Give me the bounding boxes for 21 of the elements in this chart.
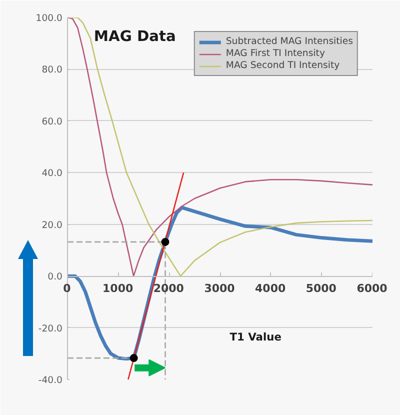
- legend-label: MAG First TI Intensity: [226, 48, 325, 59]
- y-tick-label: 80.0: [42, 64, 63, 76]
- y-tick-label: -40.0: [38, 375, 63, 386]
- y-tick-label: 100.0: [36, 13, 63, 24]
- text: MAG Data: [94, 28, 176, 45]
- x-tick-label: 1000: [102, 280, 134, 296]
- x-tick-label: 6000: [356, 280, 388, 296]
- y-tick-label: 20.0: [42, 220, 63, 231]
- line-series: [68, 18, 372, 277]
- y-tick-label: 0.0: [48, 272, 63, 283]
- x-tick-label: 3000: [204, 280, 235, 296]
- x-tick-label: 4000: [255, 280, 286, 296]
- x-tick-label: 0: [63, 280, 71, 296]
- x-tick-label: 5000: [306, 280, 336, 296]
- y-tick-label: 40.0: [42, 168, 63, 180]
- legend-label: MAG Second TI Intensity: [226, 60, 340, 71]
- x-axis-title: T1 Value: [230, 330, 282, 344]
- y-tick-label: -20.0: [38, 323, 63, 334]
- x-tick-label: 2000: [153, 280, 184, 296]
- y-tick-label: 60.0: [42, 116, 63, 128]
- legend-label: Subtracted MAG Intensities: [226, 36, 353, 47]
